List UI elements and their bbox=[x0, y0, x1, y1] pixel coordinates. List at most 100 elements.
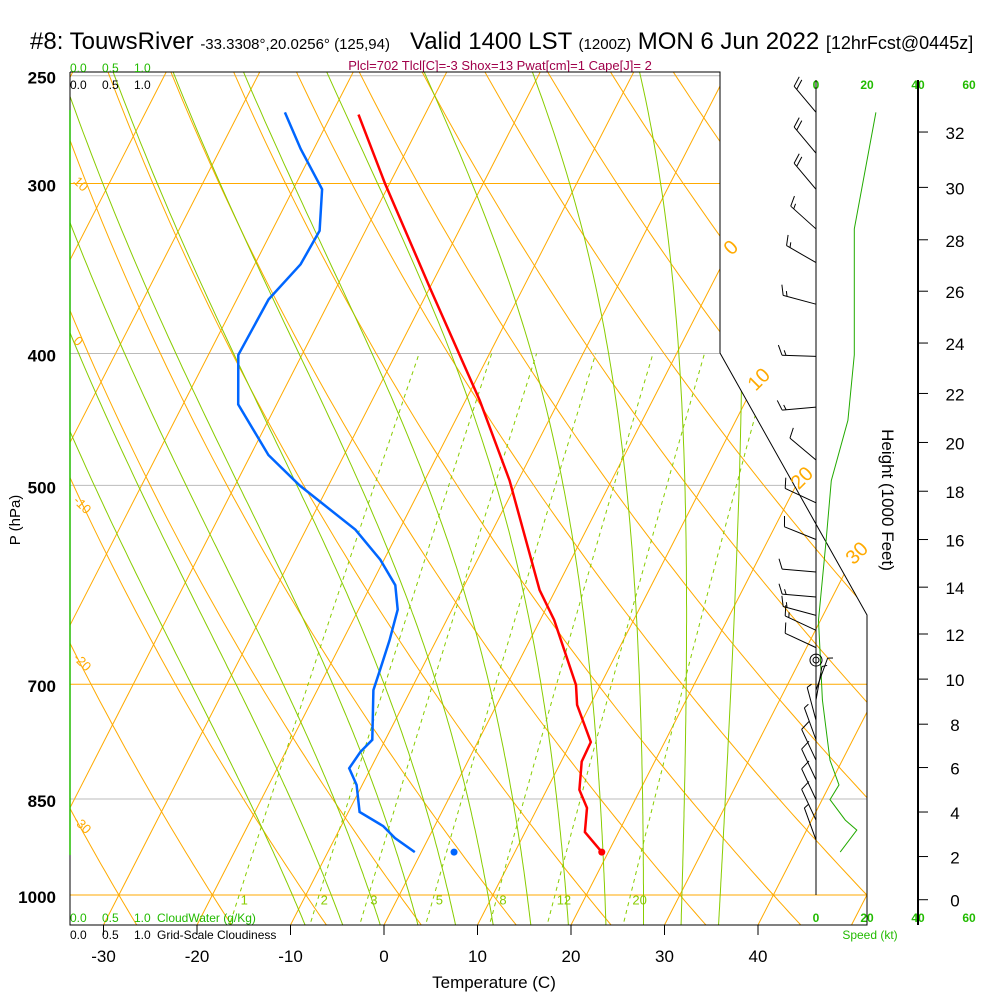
barb-staff bbox=[803, 707, 817, 740]
mixing-ratio-label: 3 bbox=[370, 893, 377, 908]
barb-half-feather bbox=[785, 602, 788, 608]
temperature-line bbox=[357, 114, 603, 853]
barb-staff bbox=[784, 632, 817, 649]
cloud-scale-tick: 0.0 bbox=[70, 928, 87, 942]
cloudiness-label: Grid-Scale Cloudiness bbox=[157, 928, 276, 942]
cloud-scale-tick: 1.0 bbox=[134, 61, 151, 75]
height-tick-label: 30 bbox=[946, 179, 965, 198]
cloud-scale-tick: 0.5 bbox=[102, 78, 119, 92]
barb-staff bbox=[801, 768, 817, 800]
barb-staff bbox=[793, 126, 817, 154]
speed-tick-top: 60 bbox=[962, 78, 976, 92]
moist-adiabat-line bbox=[70, 72, 345, 925]
chart-title: #8: TouwsRiver -33.3308°,20.0256° (125,9… bbox=[30, 28, 973, 56]
barb-feather bbox=[784, 477, 787, 489]
wind-barb bbox=[803, 803, 817, 841]
pressure-tick-label: 500 bbox=[28, 478, 56, 497]
x-tick-label: 40 bbox=[749, 947, 768, 966]
moist-adiabat-line bbox=[164, 72, 495, 925]
barb-feather bbox=[793, 117, 800, 128]
height-tick-label: 32 bbox=[946, 124, 965, 143]
cloud-scale-tick: 0.0 bbox=[70, 61, 87, 75]
barb-staff bbox=[815, 666, 823, 701]
barb-staff bbox=[790, 205, 817, 230]
plot-frame bbox=[69, 71, 868, 926]
barb-staff bbox=[801, 789, 817, 821]
barb-feather bbox=[786, 234, 789, 246]
barb-staff bbox=[784, 615, 817, 631]
wind-barb bbox=[801, 740, 817, 781]
barb-feather bbox=[784, 622, 787, 634]
wind-barb bbox=[806, 683, 817, 721]
barb-half-feather bbox=[783, 350, 787, 356]
mixing-ratio-line bbox=[227, 353, 420, 925]
isotherm-line bbox=[568, 72, 867, 925]
mixing-ratio-line bbox=[308, 353, 493, 925]
wind-barb bbox=[801, 721, 817, 761]
wind-barb bbox=[783, 516, 817, 540]
barb-staff bbox=[806, 687, 817, 721]
dry-adiabat-line bbox=[70, 72, 140, 925]
y-axis-label: P (hPa) bbox=[7, 495, 24, 546]
barb-feather bbox=[777, 344, 783, 356]
x-tick-label: 0 bbox=[379, 947, 388, 966]
x-tick-label: -30 bbox=[91, 947, 116, 966]
mixing-ratio-line bbox=[487, 353, 654, 925]
wind-barb bbox=[815, 664, 828, 701]
barb-feather bbox=[776, 400, 783, 411]
barb-half-feather bbox=[804, 803, 809, 809]
height-tick-label: 20 bbox=[946, 434, 965, 453]
wind-barb bbox=[803, 703, 817, 740]
barb-feather bbox=[789, 427, 794, 439]
isotherm-line bbox=[194, 72, 645, 925]
speed-axis-label: Speed (kt) bbox=[842, 928, 897, 942]
barb-half-feather bbox=[821, 664, 828, 668]
barb-feather bbox=[796, 79, 803, 90]
mixing-ratio-line bbox=[423, 353, 597, 925]
moist-adiabat-line bbox=[70, 72, 308, 925]
barb-staff bbox=[784, 526, 817, 540]
barb-staff bbox=[801, 748, 817, 781]
pressure-tick-label: 700 bbox=[28, 677, 56, 696]
x-tick-label: 20 bbox=[562, 947, 581, 966]
barb-staff bbox=[782, 406, 817, 411]
barb-staff bbox=[801, 729, 817, 761]
height-tick-label: 12 bbox=[946, 626, 965, 645]
barb-half-feather bbox=[785, 291, 788, 297]
zulu-time: (1200Z) bbox=[578, 36, 632, 53]
calm-circle bbox=[809, 653, 823, 667]
mixing-ratio-label: 5 bbox=[436, 893, 443, 908]
wind-barb bbox=[789, 427, 817, 461]
barb-staff bbox=[803, 807, 817, 841]
cloud-scale-tick: 1.0 bbox=[134, 928, 151, 942]
isotherm-left-label: -20 bbox=[70, 650, 94, 674]
mixing-ratio-label: 20 bbox=[632, 893, 646, 908]
dry-adiabat-line bbox=[348, 72, 867, 925]
wind-barb bbox=[776, 400, 817, 411]
speed-tick-bottom: 20 bbox=[860, 911, 874, 925]
isotherm-line bbox=[100, 72, 552, 925]
barb-feather bbox=[781, 284, 784, 296]
dry-adiabat-line bbox=[70, 72, 426, 925]
isotherm-line bbox=[70, 72, 458, 925]
barb-feather bbox=[801, 760, 810, 770]
moist-adiabat-line bbox=[105, 72, 457, 925]
wind-speed-line bbox=[817, 112, 877, 853]
dry-adiabat-line bbox=[70, 72, 521, 925]
cloud-scale-tick: 0.5 bbox=[102, 928, 119, 942]
speed-tick-bottom: 60 bbox=[962, 911, 976, 925]
isotherm-label: 20 bbox=[787, 463, 818, 494]
dry-adiabat-line bbox=[473, 72, 867, 925]
mixing-ratio-label: 1 bbox=[241, 893, 248, 908]
barb-feather bbox=[801, 781, 810, 790]
wind-barb bbox=[781, 284, 817, 305]
barb-staff bbox=[782, 568, 817, 573]
pressure-tick-label: 300 bbox=[28, 176, 56, 195]
wind-barb bbox=[793, 76, 817, 113]
wind-barb bbox=[786, 234, 817, 264]
wind-barb bbox=[777, 344, 817, 357]
background-lines bbox=[70, 72, 867, 925]
wind-barb bbox=[815, 657, 834, 691]
barb-half-feather bbox=[793, 203, 797, 210]
cloud-scale-tick: 0.0 bbox=[70, 78, 87, 92]
